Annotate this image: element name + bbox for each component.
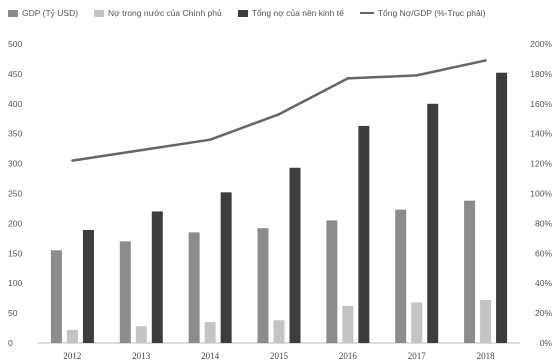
line-point <box>140 148 143 152</box>
bar-domestic-debt <box>273 320 285 343</box>
y-right-tick-label: 200% <box>530 39 552 49</box>
y-left-tick-label: 450 <box>8 69 22 79</box>
bar-gdp <box>326 220 338 343</box>
bar-gdp <box>257 228 269 343</box>
y-right-tick-label: 160% <box>530 99 552 109</box>
y-left-tick-label: 150 <box>8 248 22 258</box>
legend-swatch-total-debt <box>237 9 248 17</box>
line-debt-gdp-ratio <box>72 59 486 162</box>
bar-domestic-debt <box>204 322 216 343</box>
bar-total-debt <box>151 211 163 343</box>
bar-total-debt <box>358 125 370 344</box>
y-right-tick-label: 140% <box>530 129 552 139</box>
y-left-tick-label: 350 <box>8 129 22 139</box>
chart-legend: GDP (Tỷ USD) Nợ trong nước của Chính phủ… <box>8 4 553 22</box>
legend-label-domestic-debt: Nợ trong nước của Chính phủ <box>108 8 222 18</box>
y-left-tick-label: 0 <box>8 338 13 348</box>
bar-domestic-debt <box>66 329 78 343</box>
bar-total-debt <box>496 72 508 343</box>
y-left-tick-label: 400 <box>8 99 22 109</box>
x-tick-label: 2012 <box>63 351 81 361</box>
legend-item-total-debt: Tổng nợ của nền kinh tế <box>237 8 344 18</box>
legend-item-gdp: GDP (Tỷ USD) <box>8 8 78 18</box>
y-right-tick-label: 0% <box>540 338 553 348</box>
bar-total-debt <box>82 229 94 343</box>
y-left-tick-label: 200 <box>8 218 22 228</box>
bar-gdp <box>464 200 476 343</box>
y-right-tick-label: 100% <box>530 189 552 199</box>
x-tick-label: 2018 <box>477 351 496 361</box>
y-right-tick-label: 60% <box>535 248 552 258</box>
bar-gdp <box>395 209 407 343</box>
y-right-tick-label: 20% <box>535 308 552 318</box>
line-point <box>277 113 281 116</box>
line-point <box>346 77 350 80</box>
x-tick-label: 2015 <box>270 351 289 361</box>
bar-gdp <box>50 250 62 343</box>
line-point <box>71 159 74 162</box>
y-right-tick-label: 120% <box>530 159 552 169</box>
legend-swatch-domestic-debt <box>94 9 105 17</box>
bar-domestic-debt <box>135 326 147 343</box>
y-left-tick-label: 500 <box>8 39 22 49</box>
y-left-tick-label: 250 <box>8 189 22 199</box>
line-point <box>415 74 418 77</box>
x-tick-label: 2016 <box>339 351 358 361</box>
y-right-tick-label: 180% <box>530 69 552 79</box>
bar-total-debt <box>289 167 301 343</box>
line-point <box>484 59 487 62</box>
y-left-tick-label: 50 <box>8 308 18 318</box>
legend-swatch-debt-gdp-ratio <box>359 12 374 14</box>
line-point <box>208 138 212 141</box>
bar-gdp <box>119 241 131 343</box>
x-tick-label: 2013 <box>132 351 151 361</box>
legend-swatch-gdp <box>8 9 18 17</box>
bar-total-debt <box>220 192 232 343</box>
y-left-tick-label: 300 <box>8 159 22 169</box>
bar-total-debt <box>427 103 439 343</box>
x-tick-label: 2017 <box>408 351 427 361</box>
bar-domestic-debt <box>342 305 354 343</box>
bar-domestic-debt <box>480 299 492 343</box>
legend-label-gdp: GDP (Tỷ USD) <box>22 8 79 18</box>
legend-item-debt-gdp-ratio: Tổng Nợ/GDP (%-Trục phải) <box>359 8 486 18</box>
x-tick-label: 2014 <box>201 351 220 361</box>
bar-gdp <box>188 232 200 343</box>
y-right-tick-label: 80% <box>535 218 552 228</box>
bar-domestic-debt <box>411 302 423 343</box>
legend-item-domestic-debt: Nợ trong nước của Chính phủ <box>94 8 222 18</box>
legend-label-debt-gdp-ratio: Tổng Nợ/GDP (%-Trục phải) <box>377 8 486 18</box>
legend-label-total-debt: Tổng nợ của nền kinh tế <box>251 8 344 18</box>
y-left-tick-label: 100 <box>8 278 22 288</box>
y-right-tick-label: 40% <box>535 278 552 288</box>
